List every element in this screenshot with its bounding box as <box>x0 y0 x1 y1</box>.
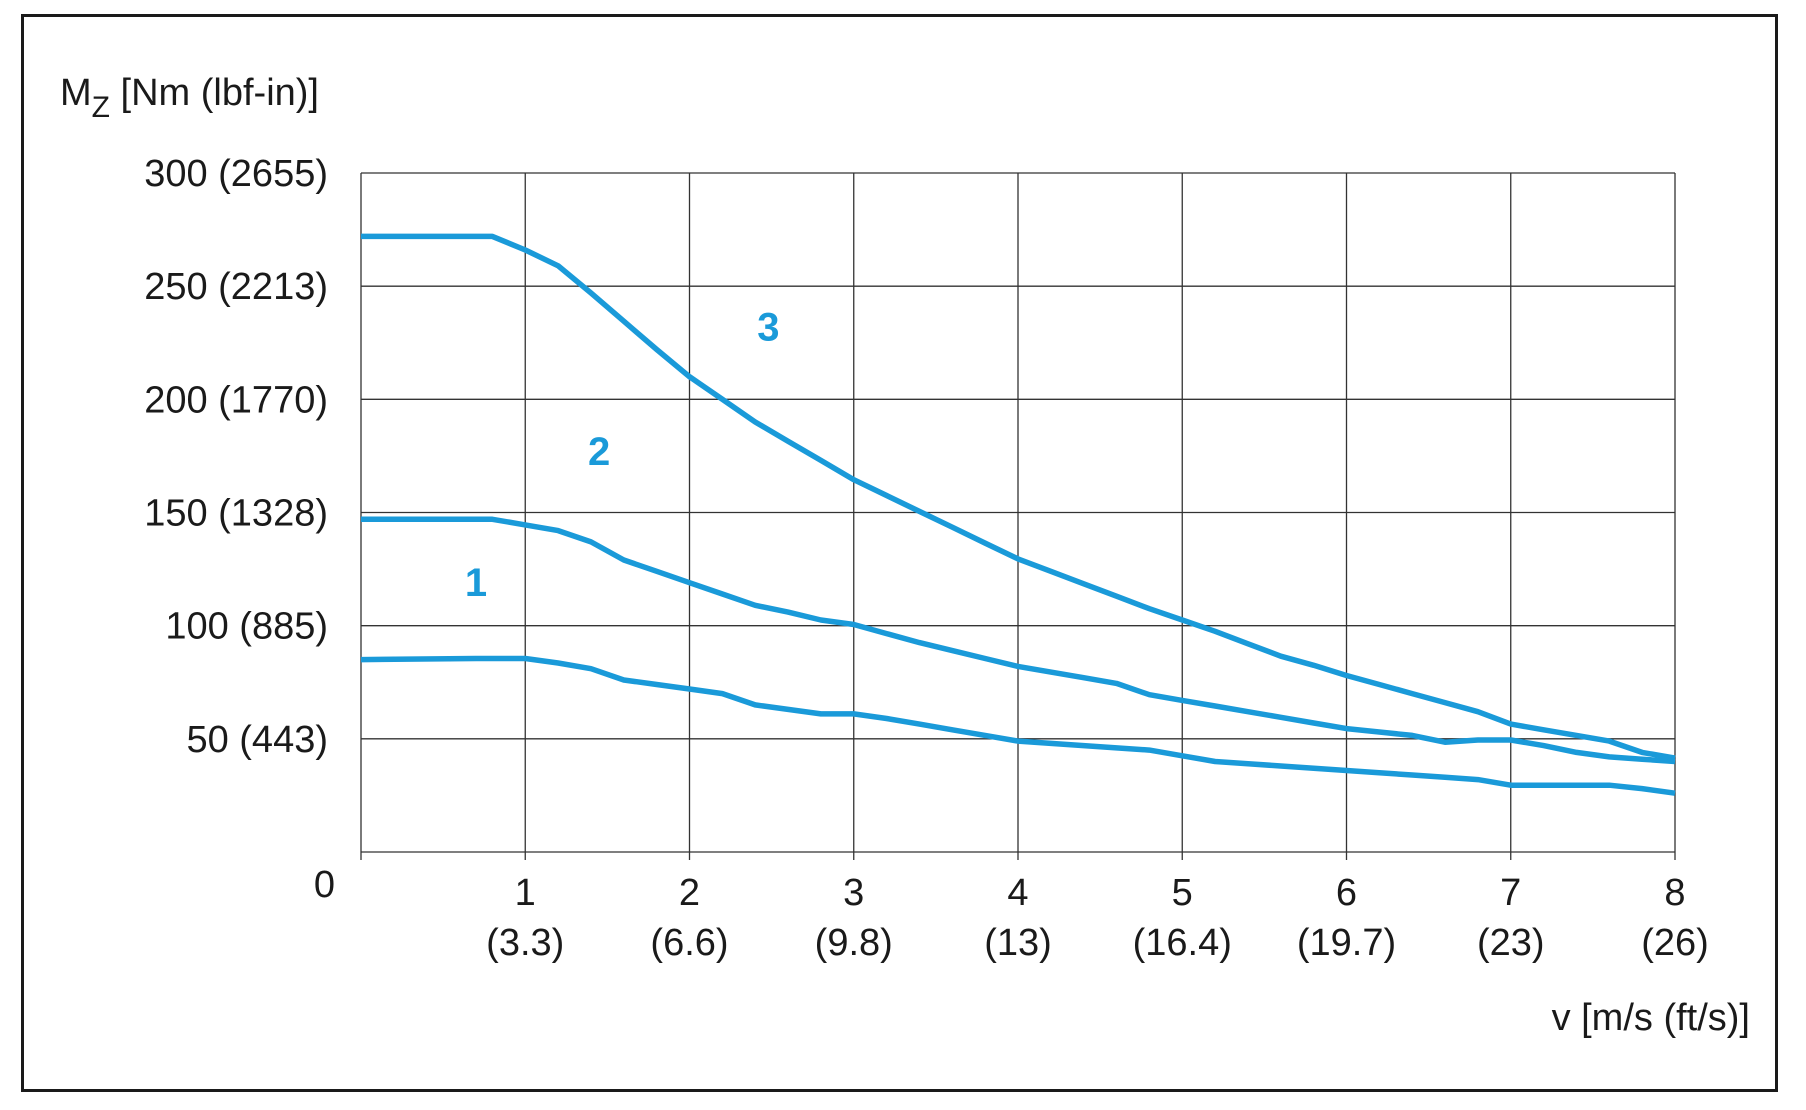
chart-frame <box>21 14 1778 1092</box>
y-axis-title-main: M <box>60 72 92 114</box>
y-axis-title-rest: [Nm (lbf-in)] <box>110 72 319 114</box>
x-tick-label: 2 <box>679 872 700 914</box>
y-tick-label: 250 (2213) <box>144 266 328 308</box>
x-tick-labels: 1 (3.3) 2 (6.6) 3 (9.8) 4 (13) 5 (16.4) 6 (19.7) 7 (2… <box>486 872 1709 964</box>
y-axis-title: MZ [Nm (lbf-in)] <box>60 72 319 124</box>
y-tick-label: 100 (885) <box>165 606 328 648</box>
series-line-1 <box>360 655 1676 796</box>
x-tick-sublabel: (16.4) <box>1133 922 1232 964</box>
x-tick-sublabel: (19.7) <box>1297 922 1396 964</box>
x-tick-sublabel: (26) <box>1641 922 1709 964</box>
y-tick-label: 50 (443) <box>186 719 328 761</box>
x-tick-label: 6 <box>1336 872 1357 914</box>
y-tick-label: 150 (1328) <box>144 493 328 535</box>
x-tick-label: 3 <box>843 872 864 914</box>
series-label-2: 2 <box>588 430 610 474</box>
x-tick-label: 5 <box>1172 872 1193 914</box>
y-tick-label: 0 <box>314 864 335 906</box>
x-tick-sublabel: (9.8) <box>815 922 893 964</box>
grid-lines <box>360 172 1676 860</box>
series-lines <box>360 233 1676 796</box>
series-label-1: 1 <box>465 561 487 605</box>
x-tick-label: 7 <box>1500 872 1521 914</box>
y-tick-label: 200 (1770) <box>144 379 328 421</box>
series-labels: 1 2 3 <box>465 305 780 605</box>
series-line-2 <box>361 516 1676 765</box>
x-axis-title: v [m/s (ft/s)] <box>1552 997 1750 1039</box>
x-tick-sublabel: (23) <box>1477 922 1545 964</box>
x-tick-sublabel: (3.3) <box>486 922 564 964</box>
series-line-3 <box>361 233 1676 761</box>
series-label-3: 3 <box>757 305 779 349</box>
y-tick-labels: 0 50 (443) 100 (885) 150 (1328) 200 (1770) 25… <box>144 153 335 906</box>
y-tick-label: 300 (2655) <box>144 153 328 195</box>
x-tick-sublabel: (6.6) <box>650 922 728 964</box>
x-tick-label: 8 <box>1664 872 1685 914</box>
x-tick-label: 4 <box>1007 872 1028 914</box>
x-tick-sublabel: (13) <box>984 922 1052 964</box>
y-axis-title-sub: Z <box>92 91 110 124</box>
x-tick-label: 1 <box>515 872 536 914</box>
